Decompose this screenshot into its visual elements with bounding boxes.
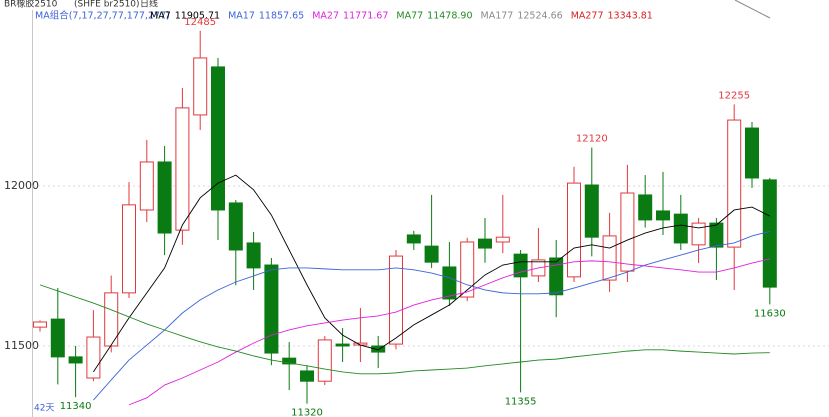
legend-value: 11857.65: [259, 11, 304, 22]
candle-body: [442, 266, 457, 300]
corner-line: [734, 0, 771, 19]
candle-body: [139, 161, 154, 211]
candle-body: [460, 241, 475, 298]
candle-body: [424, 245, 439, 263]
candle-body: [175, 107, 190, 231]
candle-body: [478, 238, 492, 249]
candle-body: [282, 357, 297, 365]
ma-line: [93, 174, 771, 373]
candle-body: [33, 321, 47, 328]
legend: MA7 11905.71 MA17 11857.65 MA27 11771.67 MA77 1…: [150, 11, 653, 22]
extreme-label: 12485: [184, 17, 216, 28]
candle-body: [157, 161, 172, 234]
candle-body: [211, 66, 225, 211]
ma-line: [128, 258, 770, 406]
y-tick-label: 12000: [4, 179, 39, 192]
candle-body: [656, 210, 670, 221]
candle-body: [727, 119, 742, 248]
legend-value: 11905.71: [175, 11, 220, 22]
candle-body: [602, 235, 617, 281]
ma-line: [39, 284, 770, 375]
candle-body: [371, 345, 386, 353]
candle-body: [620, 192, 635, 272]
legend-name: MA77: [396, 11, 423, 22]
legend-name: MA7: [150, 11, 171, 22]
candle-body: [264, 264, 279, 354]
candle-body: [104, 292, 119, 347]
candle-body: [638, 194, 653, 221]
legend-name: MA277: [571, 11, 604, 22]
candle-body: [228, 202, 243, 251]
legend-value: 11478.90: [427, 11, 472, 22]
legend-name: MA27: [312, 11, 339, 22]
candle-body: [495, 236, 510, 243]
candle-body: [389, 255, 403, 345]
candle-body: [691, 222, 706, 246]
extreme-label: 11355: [505, 396, 537, 407]
candle-body: [193, 57, 208, 116]
ma-line: [93, 230, 770, 401]
candle-body: [68, 356, 83, 364]
candle-body: [567, 182, 581, 278]
candle-body: [50, 318, 65, 358]
ma-group[interactable]: MA组合(7,17,27,77,177,277): [35, 10, 170, 22]
legend-value: 12524.66: [517, 11, 562, 22]
candle-body: [673, 213, 688, 244]
days-label: 42天: [34, 404, 54, 414]
candle-body: [300, 370, 314, 382]
y-tick-label: 11500: [4, 339, 39, 352]
period-selector[interactable]: 日线: [140, 0, 158, 10]
candle-body: [335, 343, 350, 347]
candle-body: [709, 222, 724, 248]
candle-body: [246, 242, 261, 269]
candle-body: [762, 179, 777, 288]
chart-title: BR橡胶2510: [4, 0, 58, 10]
candle-body: [122, 204, 136, 294]
legend-value: 11771.67: [343, 11, 388, 22]
extreme-label: 12120: [576, 134, 608, 145]
candle-body: [584, 184, 599, 238]
candle-body: [549, 257, 564, 296]
candle-body: [406, 234, 421, 244]
legend-value: 13343.81: [608, 11, 653, 22]
legend-name: MA17: [228, 11, 255, 22]
extreme-label: 12255: [718, 90, 750, 101]
extreme-label: 11630: [754, 308, 786, 319]
chart-subtitle: (SHFE br2510): [74, 0, 140, 10]
legend-name: MA177: [481, 11, 514, 22]
extreme-label: 11320: [291, 408, 323, 417]
extreme-label: 11340: [60, 401, 92, 412]
candle-body: [745, 127, 759, 179]
candle-body: [317, 339, 332, 382]
